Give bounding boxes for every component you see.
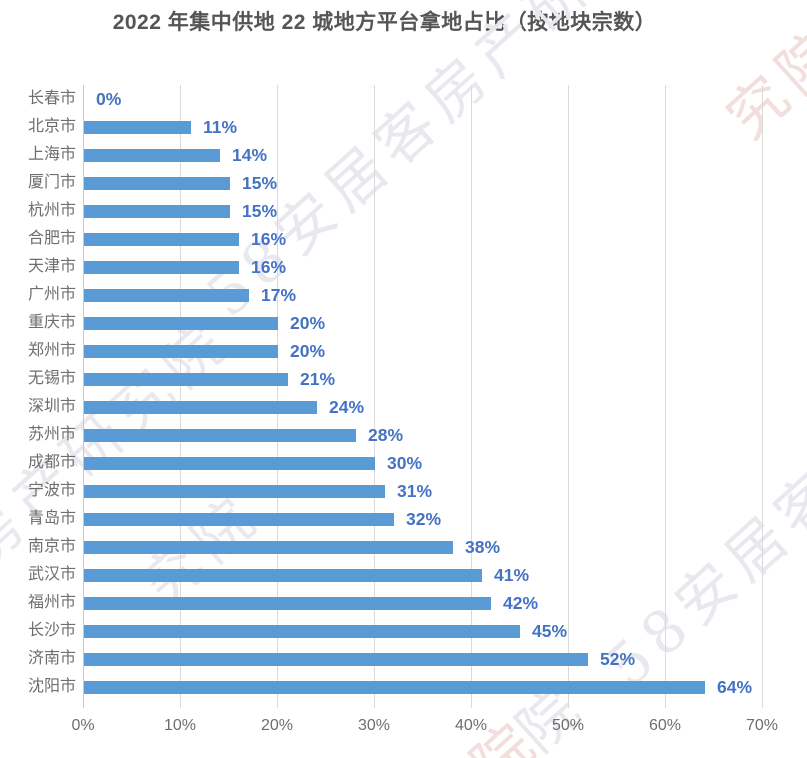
value-label: 16% bbox=[251, 229, 287, 249]
value-label: 32% bbox=[406, 509, 442, 529]
category-label: 厦门市 bbox=[27, 174, 76, 191]
value-label: 42% bbox=[503, 593, 539, 613]
gridline bbox=[83, 85, 84, 708]
bar bbox=[84, 457, 375, 470]
x-axis-tick-label: 30% bbox=[357, 717, 391, 734]
value-label: 64% bbox=[717, 677, 753, 697]
category-label: 苏州市 bbox=[27, 426, 76, 443]
bar bbox=[84, 681, 705, 694]
x-axis-tick-label: 70% bbox=[745, 717, 779, 734]
category-label: 重庆市 bbox=[27, 314, 76, 331]
value-label: 17% bbox=[261, 285, 297, 305]
gridline bbox=[180, 85, 181, 708]
chart-title: 2022 年集中供地 22 城地方平台拿地占比（按地块宗数） bbox=[112, 11, 657, 34]
value-label: 11% bbox=[203, 117, 238, 137]
x-axis-tick-label: 60% bbox=[648, 717, 682, 734]
category-label: 武汉市 bbox=[27, 566, 76, 583]
bar bbox=[84, 429, 356, 442]
value-label: 31% bbox=[397, 481, 433, 501]
category-label: 天津市 bbox=[27, 258, 76, 275]
value-label: 21% bbox=[300, 369, 336, 389]
bar bbox=[84, 261, 239, 274]
bar bbox=[84, 513, 394, 526]
bar bbox=[84, 569, 482, 582]
bar bbox=[84, 177, 230, 190]
bar bbox=[84, 149, 220, 162]
gridline bbox=[374, 85, 375, 708]
x-axis-tick-label: 20% bbox=[260, 717, 294, 734]
category-label: 合肥市 bbox=[27, 230, 76, 247]
value-label: 28% bbox=[368, 425, 404, 445]
bar bbox=[84, 289, 249, 302]
category-label: 福州市 bbox=[27, 594, 76, 611]
bar bbox=[84, 485, 385, 498]
bar bbox=[84, 121, 191, 134]
value-label: 45% bbox=[532, 621, 568, 641]
watermark-text: 院 bbox=[503, 669, 600, 758]
x-axis-tick-label: 40% bbox=[454, 717, 488, 734]
x-axis-tick-label: 50% bbox=[551, 717, 585, 734]
category-label: 上海市 bbox=[27, 146, 76, 163]
bar bbox=[84, 317, 278, 330]
bar bbox=[84, 345, 278, 358]
category-label: 长春市 bbox=[27, 90, 76, 107]
value-label: 14% bbox=[232, 145, 268, 165]
category-label: 青岛市 bbox=[27, 510, 76, 527]
bar bbox=[84, 653, 588, 666]
category-label: 南京市 bbox=[27, 538, 76, 555]
gridline bbox=[277, 85, 278, 708]
x-axis-tick-label: 10% bbox=[163, 717, 197, 734]
value-label: 15% bbox=[242, 173, 278, 193]
category-label: 郑州市 bbox=[27, 342, 76, 359]
bar bbox=[84, 625, 520, 638]
category-label: 成都市 bbox=[27, 454, 76, 471]
value-label: 20% bbox=[290, 341, 326, 361]
value-label: 20% bbox=[290, 313, 326, 333]
value-label: 24% bbox=[329, 397, 365, 417]
gridline bbox=[568, 85, 569, 708]
bar bbox=[84, 205, 230, 218]
value-label: 41% bbox=[494, 565, 530, 585]
bar bbox=[84, 233, 239, 246]
value-label: 15% bbox=[242, 201, 278, 221]
value-label: 38% bbox=[465, 537, 501, 557]
value-label: 16% bbox=[251, 257, 287, 277]
category-label: 长沙市 bbox=[27, 622, 76, 639]
value-label: 52% bbox=[600, 649, 636, 669]
gridline bbox=[471, 85, 472, 708]
value-label: 30% bbox=[387, 453, 423, 473]
category-label: 无锡市 bbox=[27, 370, 76, 387]
bar bbox=[84, 373, 288, 386]
bar bbox=[84, 401, 317, 414]
gridline bbox=[665, 85, 666, 708]
category-label: 沈阳市 bbox=[27, 678, 76, 695]
category-label: 广州市 bbox=[27, 286, 76, 303]
category-label: 深圳市 bbox=[27, 398, 76, 415]
category-label: 济南市 bbox=[27, 650, 76, 667]
gridline bbox=[762, 85, 763, 708]
watermark-text: 58安居客房产研究院 bbox=[593, 229, 807, 701]
category-label: 杭州市 bbox=[27, 202, 76, 219]
value-label: 0% bbox=[96, 89, 122, 109]
bar bbox=[84, 541, 453, 554]
category-label: 北京市 bbox=[27, 118, 76, 135]
bar bbox=[84, 597, 491, 610]
x-axis-tick-label: 0% bbox=[71, 717, 95, 734]
category-label: 宁波市 bbox=[27, 482, 76, 499]
